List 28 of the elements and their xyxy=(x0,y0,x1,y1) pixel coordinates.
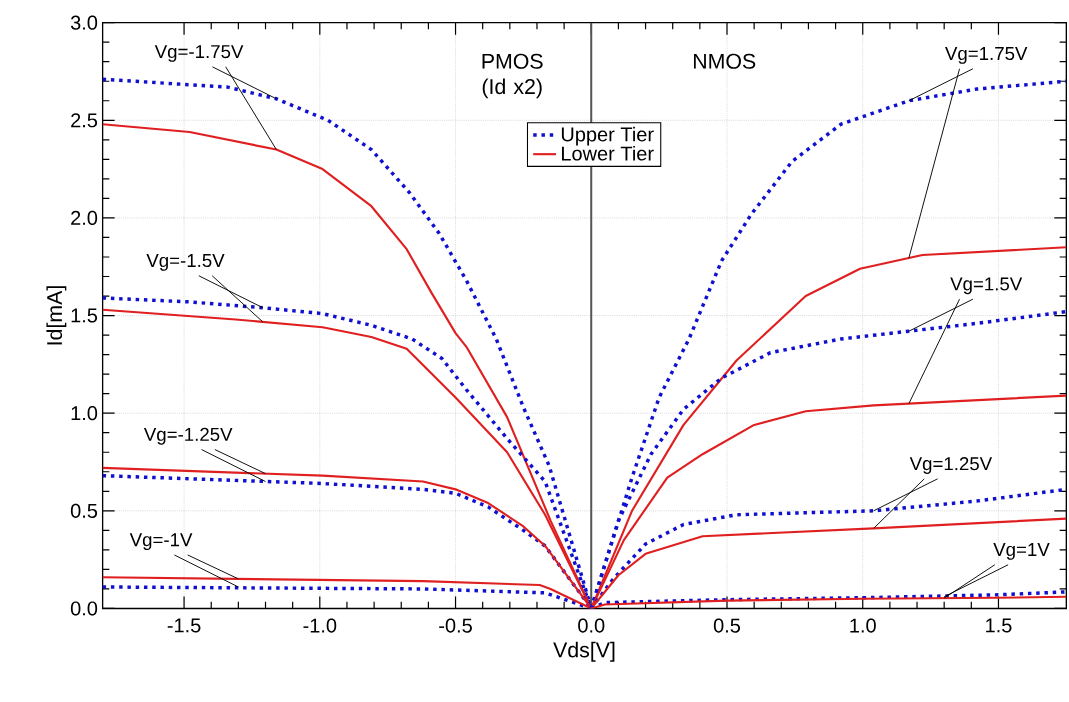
x-tick-label: -0.5 xyxy=(439,618,472,633)
y-tick-label: 0.0 xyxy=(70,601,98,616)
x-tick-label: -1.0 xyxy=(303,618,337,633)
annotation: Vg=1.5V xyxy=(950,277,1023,295)
y-tick-label: 1.0 xyxy=(71,406,98,421)
x-tick-label: 1.5 xyxy=(986,618,1012,633)
y-tick-label: 0.5 xyxy=(70,503,98,519)
y-tick-label: 1.5 xyxy=(71,308,98,323)
x-tick-label: -1.5 xyxy=(167,618,201,633)
annotation: Vg=-1.5V xyxy=(146,254,225,271)
annotation: Vg=-1V xyxy=(129,533,193,551)
y-tick-label: 2.0 xyxy=(71,210,98,226)
annotation: Vg=1.75V xyxy=(945,47,1028,64)
annotation: Vg=-1.25V xyxy=(143,427,233,445)
x-tick-label: 0.0 xyxy=(578,618,605,633)
annotation: NMOS xyxy=(693,53,756,69)
y-tick-label: 3.0 xyxy=(70,15,98,30)
y-tick-label: 2.5 xyxy=(71,113,98,128)
x-tick-label: 0.5 xyxy=(713,618,741,633)
annotation: PMOS (Id x2) xyxy=(482,53,543,99)
legend-label: Lower Tier xyxy=(562,146,654,161)
annotation: Vg=-1.75V xyxy=(154,45,244,62)
x-tick-label: 1.0 xyxy=(850,618,876,633)
annotation: Vg=1V xyxy=(993,543,1050,560)
y-axis-title: Id[mA] xyxy=(46,286,67,345)
legend-label: Upper Tier xyxy=(561,126,654,146)
x-axis-title: Vds[V] xyxy=(553,641,615,662)
annotation: Vg=1.25V xyxy=(909,457,993,475)
